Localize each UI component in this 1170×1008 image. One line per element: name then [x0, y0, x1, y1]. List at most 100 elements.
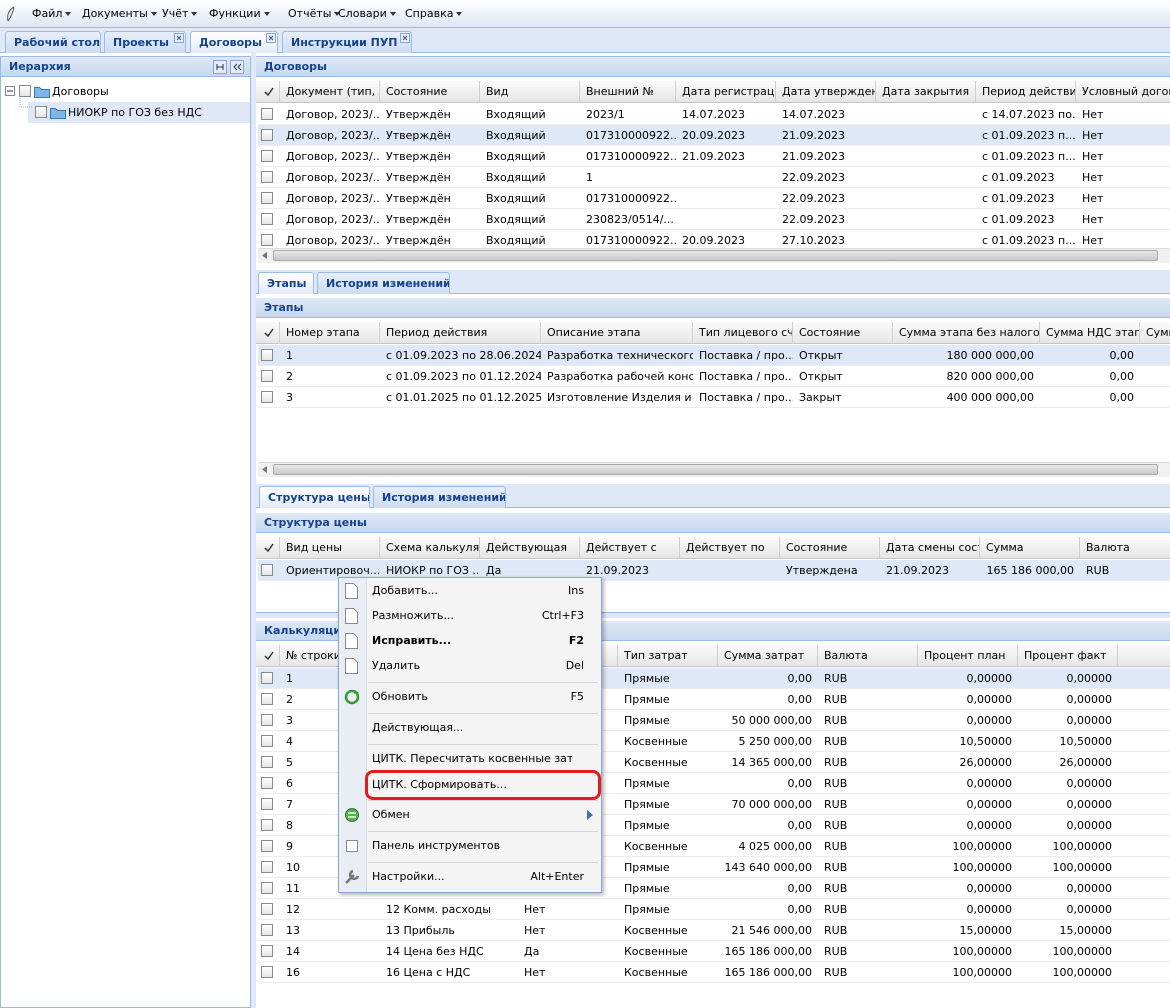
grid-cell: 21.09.2023	[886, 564, 949, 577]
subtab[interactable]: История изменений	[317, 272, 450, 294]
tree-node[interactable]: НИОКР по ГОЗ без НДС	[68, 106, 202, 119]
grid-row[interactable]	[258, 815, 1170, 836]
grid-cell: 6	[286, 777, 293, 790]
menu-item[interactable]: Файл	[32, 7, 63, 20]
column-header[interactable]: Дата утверждения	[776, 81, 876, 103]
tab[interactable]: Инструкции ПУП	[282, 31, 412, 53]
menu-item[interactable]: Обмен	[372, 808, 410, 821]
menu-item[interactable]: Удалить	[372, 659, 421, 672]
grid-row[interactable]	[258, 794, 1170, 815]
menu-item[interactable]: Добавить...	[372, 584, 438, 597]
grid-cell: 0,00000	[966, 819, 1013, 832]
grid-row[interactable]	[258, 209, 1170, 230]
column-header[interactable]: Дата закрытия	[876, 81, 976, 103]
grid-cell: 143 640 000,00	[724, 861, 812, 874]
menu-item[interactable]: Функции	[209, 7, 261, 20]
menu-item[interactable]: Настройки...	[372, 870, 445, 883]
column-header[interactable]: Дата смены состоя	[880, 537, 980, 559]
menu-item[interactable]: Панель инструментов	[372, 839, 501, 852]
grid-row[interactable]	[258, 878, 1170, 899]
grid-row[interactable]	[258, 836, 1170, 857]
column-header[interactable]: Действующая	[480, 537, 580, 559]
grid-cell: с 01.09.2023 по 01.12.2024	[386, 370, 541, 383]
menu-item[interactable]: Исправить...	[372, 634, 452, 647]
grid-row[interactable]	[258, 366, 1170, 387]
menu-item[interactable]: ЦИТК. Сформировать...	[372, 778, 507, 791]
column-header[interactable]: Документ (тип, №	[280, 81, 380, 103]
grid-row[interactable]	[258, 167, 1170, 188]
grid-row[interactable]	[258, 104, 1170, 125]
column-header[interactable]: Действует с	[580, 537, 680, 559]
column-header[interactable]: Тип лицевого счёт	[693, 322, 793, 344]
menu-item[interactable]: Обновить	[372, 690, 428, 703]
grid-row[interactable]	[258, 962, 1170, 983]
column-header[interactable]: Номер этапа	[280, 322, 380, 344]
grid-cell: 100,00000	[1052, 945, 1113, 958]
grid-row[interactable]	[258, 752, 1170, 773]
column-header[interactable]: Сумм	[1140, 322, 1170, 344]
column-header[interactable]: Сумма затрат	[718, 645, 818, 667]
menu-item[interactable]: Словари	[338, 7, 387, 20]
tab[interactable]: Рабочий стол	[5, 31, 101, 53]
column-header[interactable]: Сумма	[980, 537, 1080, 559]
grid-row[interactable]	[258, 689, 1170, 710]
column-header[interactable]: Действует по	[680, 537, 780, 559]
column-header[interactable]: Сумма этапа без налогов	[893, 322, 1040, 344]
menu-item[interactable]: ЦИТК. Пересчитать косвенные затраты...	[372, 752, 572, 765]
grid-cell: Нет	[1082, 108, 1104, 121]
menu-icon	[345, 808, 359, 822]
menu-item[interactable]: Отчёты	[288, 7, 332, 20]
grid-row[interactable]	[258, 899, 1170, 920]
grid-cell: RUB	[824, 756, 848, 769]
column-header[interactable]: Состояние	[380, 81, 480, 103]
grid-row[interactable]	[258, 920, 1170, 941]
column-header[interactable]: Вид цены	[280, 537, 380, 559]
column-header[interactable]: Внешний №	[580, 81, 676, 103]
column-header[interactable]: Состояние	[793, 322, 893, 344]
subtab[interactable]: Этапы	[258, 272, 314, 294]
grid-row[interactable]	[258, 345, 1170, 366]
tab[interactable]: Договоры	[190, 31, 278, 53]
grid-row[interactable]	[258, 146, 1170, 167]
column-header[interactable]: Дата регистрации...	[676, 81, 776, 103]
column-header[interactable]: Валюта	[1080, 537, 1170, 559]
column-header[interactable]: Условный догово...	[1076, 81, 1170, 103]
grid-row[interactable]	[258, 731, 1170, 752]
menu-arrow	[151, 12, 157, 16]
grid-cell: Прямые	[624, 819, 670, 832]
icon-column	[339, 578, 367, 892]
menu-item[interactable]: Действующая...	[372, 721, 464, 734]
grid-row[interactable]	[258, 857, 1170, 878]
grid-cell: RUB	[824, 903, 848, 916]
grid-row[interactable]	[258, 387, 1170, 408]
menu-arrow	[390, 12, 396, 16]
grid-row[interactable]	[258, 560, 1170, 581]
grid-row[interactable]	[258, 710, 1170, 731]
grid-row[interactable]	[258, 773, 1170, 794]
menu-item[interactable]: Учёт	[162, 7, 189, 20]
column-header[interactable]: Вид	[480, 81, 580, 103]
column-header[interactable]: Период действия	[380, 322, 541, 344]
menu-item[interactable]: Документы	[82, 7, 148, 20]
column-header[interactable]: Валюта	[818, 645, 918, 667]
row-checkbox	[261, 861, 273, 873]
subtab[interactable]: История изменений	[373, 486, 506, 508]
grid-cell: 10	[286, 861, 300, 874]
column-header[interactable]: Схема калькуляци	[380, 537, 480, 559]
grid-row[interactable]	[258, 941, 1170, 962]
tree-node[interactable]: Договоры	[52, 85, 109, 98]
grid-row[interactable]	[258, 125, 1170, 146]
column-header[interactable]: Период действия...	[976, 81, 1076, 103]
column-header[interactable]: Процент факт	[1018, 645, 1118, 667]
column-header[interactable]: Описание этапа	[541, 322, 693, 344]
tab[interactable]: Проекты	[104, 31, 186, 53]
subtab[interactable]: Структура цены	[259, 486, 370, 508]
grid-row[interactable]	[258, 188, 1170, 209]
menu-item[interactable]: Размножить...	[372, 609, 454, 622]
column-header[interactable]: Тип затрат	[618, 645, 718, 667]
menu-item[interactable]: Справка	[405, 7, 454, 20]
column-header[interactable]: Сумма НДС этапа	[1040, 322, 1140, 344]
column-header[interactable]: Процент план	[918, 645, 1018, 667]
grid-cell: Косвенные	[624, 840, 688, 853]
column-header[interactable]: Состояние	[780, 537, 880, 559]
